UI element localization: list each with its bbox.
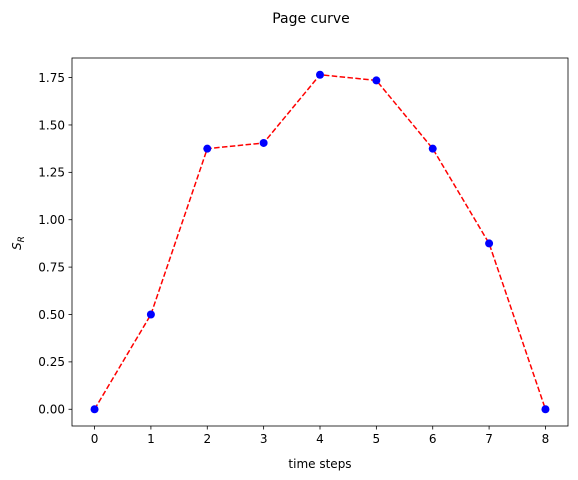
data-point [203,144,212,153]
x-tick-label: 0 [91,432,99,446]
data-point [146,310,155,319]
chart-title: Page curve [272,11,350,27]
series-line [93,73,547,410]
x-tick-label: 1 [147,432,155,446]
data-point [541,405,550,414]
data-point [485,239,494,248]
y-tick-label: 1.00 [38,213,65,227]
x-tick-label: 5 [373,432,381,446]
series-markers [90,70,550,414]
x-tick-label: 8 [542,432,550,446]
y-tick-label: 1.25 [38,166,65,180]
x-tick-label: 4 [316,432,324,446]
y-axis-label: SR [10,236,27,250]
y-tick-label: 1.50 [38,118,65,132]
x-axis-label: time steps [288,457,351,471]
x-tick-label: 6 [429,432,437,446]
data-point [372,76,381,85]
data-point [90,405,99,414]
y-tick-label: 0.75 [38,260,65,274]
y-axis-label-subscript: R [17,236,27,242]
y-tick-label: 1.75 [38,71,65,85]
y-tick-label: 0.00 [38,403,65,417]
x-tick-label: 3 [260,432,268,446]
data-point [316,70,324,79]
data-point [428,144,437,153]
x-tick-label: 7 [485,432,493,446]
y-tick-label: 0.50 [38,308,65,322]
x-axis-ticks: 0 1 2 3 4 5 6 7 8 [91,426,550,446]
y-tick-label: 0.25 [38,355,65,369]
y-axis-ticks: 0.00 0.25 0.50 0.75 1.00 1.25 1.50 1.75 [38,71,72,417]
y-axis-label-symbol: S [10,242,24,250]
data-point [259,138,268,147]
plot-frame [71,57,569,427]
x-tick-label: 2 [203,432,211,446]
plot-area: 0 1 2 3 4 5 6 7 8 0.00 0.25 0.50 0.75 1.00 1.25 1.50 1.… [38,57,569,446]
